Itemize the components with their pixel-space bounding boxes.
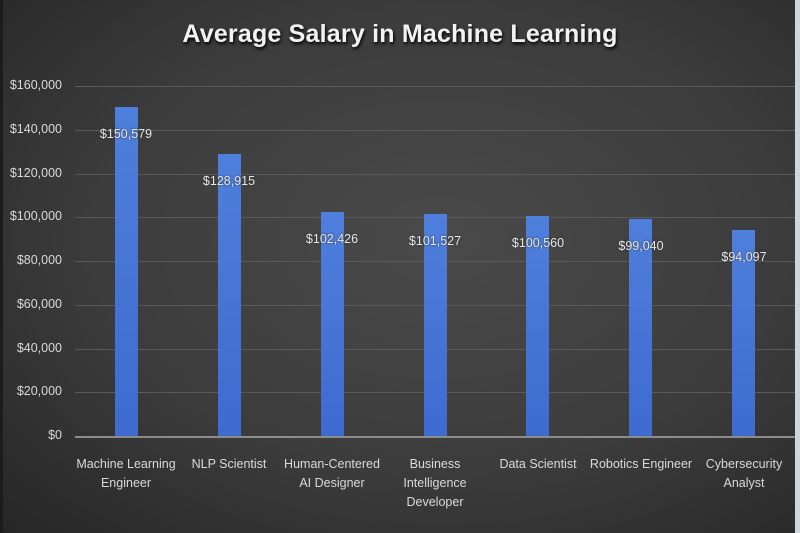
bar	[526, 216, 549, 436]
y-tick-label: $140,000	[9, 122, 62, 136]
bar	[218, 154, 241, 436]
x-tick-label-line: AI Designer	[299, 476, 365, 490]
x-tick-label: Cybersecurity Analyst	[689, 455, 799, 493]
bar	[732, 230, 755, 436]
data-label: $101,527	[408, 234, 462, 248]
x-tick-label-line: Business	[409, 457, 461, 471]
y-tick-label: $120,000	[9, 166, 62, 180]
data-label: $99,040	[618, 239, 664, 253]
x-tick-label: Human-Centered AI Designer	[277, 455, 387, 493]
data-label: $102,426	[305, 232, 359, 246]
x-tick-label: Robotics Engineer	[586, 455, 696, 474]
y-tick-label: $0	[48, 428, 62, 442]
x-axis-line	[75, 436, 795, 438]
data-label: $150,579	[99, 127, 153, 141]
x-tick-label-line: Robotics Engineer	[589, 457, 693, 471]
x-tick-label-line: Analyst	[723, 476, 765, 490]
x-tick-label: Data Scientist	[483, 455, 593, 474]
x-tick-label-line: Intelligence	[403, 476, 467, 490]
gridline	[75, 130, 795, 131]
x-tick-label-line: Machine Learning	[76, 457, 176, 471]
y-tick-label: $100,000	[9, 209, 62, 223]
x-tick-label: NLP Scientist	[174, 455, 284, 474]
y-tick-label: $20,000	[16, 384, 62, 398]
right-border	[795, 0, 800, 533]
y-tick-label: $160,000	[9, 78, 62, 92]
data-label: $100,560	[511, 236, 565, 250]
bar	[115, 107, 138, 436]
y-tick-label: $60,000	[16, 297, 62, 311]
bar	[629, 219, 652, 436]
data-label: $128,915	[202, 174, 256, 188]
x-tick-label: Machine Learning Engineer	[71, 455, 181, 493]
x-tick-label: Business Intelligence Developer	[380, 455, 490, 512]
x-tick-label-line: Cybersecurity	[705, 457, 783, 471]
bar	[424, 214, 447, 436]
x-tick-label-line: Engineer	[100, 476, 152, 490]
left-border	[0, 0, 3, 533]
x-tick-label-line: Developer	[406, 495, 464, 509]
y-tick-label: $40,000	[16, 341, 62, 355]
chart-title: Average Salary in Machine Learning	[182, 20, 618, 48]
gridline	[75, 86, 795, 87]
gridline	[75, 174, 795, 175]
x-tick-label-line: Data Scientist	[499, 457, 577, 471]
x-tick-label-line: Human-Centered	[284, 457, 380, 471]
y-tick-label: $80,000	[16, 253, 62, 267]
x-tick-label-line: NLP Scientist	[191, 457, 267, 471]
data-label: $94,097	[721, 250, 767, 264]
bar	[321, 212, 344, 436]
